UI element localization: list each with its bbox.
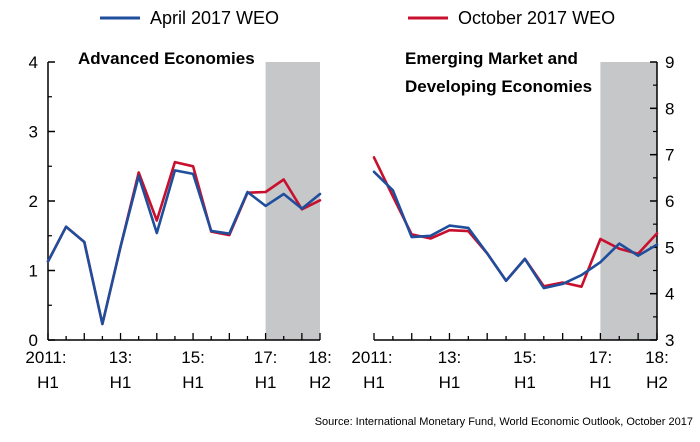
y-tick-label: 5 — [665, 238, 674, 257]
series-line-april — [372, 170, 659, 290]
x-tick-label-half: H1 — [363, 373, 385, 392]
series-line-april — [46, 169, 322, 326]
series-group-right — [372, 156, 659, 290]
y-tick-label: 1 — [29, 262, 38, 281]
x-tick-label-half: H1 — [37, 373, 59, 392]
y-tick-label: 3 — [29, 123, 38, 142]
x-tick-label-half: H2 — [646, 373, 668, 392]
x-tick-label-half: H1 — [182, 373, 204, 392]
x-tick-label-year: 17: — [254, 348, 278, 367]
x-tick-label-half: H1 — [439, 373, 461, 392]
y-axis-left: 0 1 2 3 4 — [29, 53, 55, 350]
source-note: Source: International Monetary Fund, Wor… — [315, 416, 693, 428]
x-axis-left: 2011: H1 13: H1 15: H1 17: H1 18: H2 — [25, 333, 332, 392]
x-axis-right: 2011: H1 13: H1 15: H1 17: H1 18: H2 — [351, 333, 669, 392]
panel-advanced-economies: 0 1 2 3 4 2011: H1 13: H1 15: H1 17: H1 18: H2 Advanc… — [25, 49, 331, 392]
x-tick-label-year: 2011: — [25, 348, 66, 367]
x-tick-label-half: H1 — [110, 373, 132, 392]
y-tick-label: 2 — [29, 192, 38, 211]
panel-title-emerging-line2: Developing Economies — [405, 77, 592, 96]
x-tick-label-year: 13: — [438, 348, 462, 367]
x-tick-label-half: H2 — [309, 373, 331, 392]
y-tick-label: 4 — [29, 53, 38, 72]
legend-label-april: April 2017 WEO — [150, 8, 279, 28]
x-tick-label-year: 2011: — [351, 348, 392, 367]
y-tick-label: 6 — [665, 192, 674, 211]
x-tick-label-year: 15: — [513, 348, 537, 367]
x-tick-label-year: 18: — [645, 348, 669, 367]
x-tick-label-year: 18: — [308, 348, 332, 367]
legend-label-october: October 2017 WEO — [458, 8, 615, 28]
x-tick-label-year: 15: — [181, 348, 205, 367]
legend: April 2017 WEO October 2017 WEO — [100, 8, 615, 28]
x-tick-label-year: 17: — [589, 348, 613, 367]
series-group-left — [46, 160, 322, 326]
x-tick-label-half: H1 — [590, 373, 612, 392]
y-tick-label: 3 — [665, 331, 674, 350]
projection-shading-right — [600, 62, 657, 340]
x-tick-label-half: H1 — [255, 373, 277, 392]
y-tick-label: 4 — [665, 285, 674, 304]
x-tick-label-year: 13: — [109, 348, 133, 367]
y-tick-label: 9 — [665, 53, 674, 72]
y-tick-label: 0 — [29, 331, 38, 350]
panel-emerging-economies: 3 4 5 6 7 8 9 2011: H1 13: H1 15: H1 17: H1 18: H2 Emer… — [351, 49, 674, 392]
panel-title-emerging-line1: Emerging Market and — [405, 49, 578, 68]
panel-title-advanced: Advanced Economies — [78, 49, 255, 68]
y-tick-label: 7 — [665, 146, 674, 165]
y-axis-right: 3 4 5 6 7 8 9 — [650, 53, 674, 350]
y-tick-label: 8 — [665, 99, 674, 118]
x-tick-label-half: H1 — [514, 373, 536, 392]
